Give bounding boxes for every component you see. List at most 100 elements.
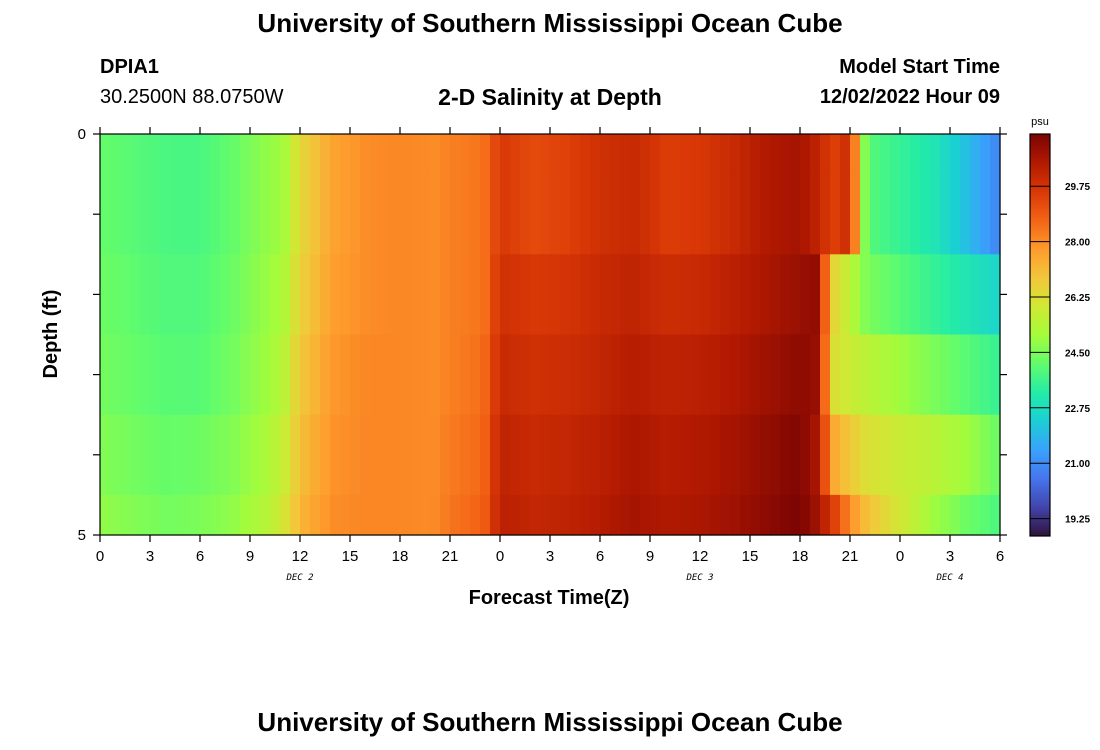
heatmap-cell [570,494,581,536]
heatmap-cell [250,134,261,175]
x-tick-label: 21 [842,548,859,565]
heatmap-cell [420,494,431,536]
heatmap-cell [440,254,451,336]
heatmap-cell [480,494,491,536]
heatmap-cell [600,134,611,175]
heatmap-cell [630,334,641,416]
heatmap-cell [230,174,241,255]
heatmap-cell [470,494,481,536]
heatmap-cell [590,254,601,336]
heatmap-cell [220,134,231,175]
heatmap-cell [250,174,261,255]
heatmap-cell [130,134,141,175]
heatmap-cell [280,174,291,255]
heatmap-cell [880,414,891,496]
heatmap-cell [120,414,131,496]
heatmap-cell [850,134,861,175]
heatmap-cell [780,414,791,496]
heatmap-cell [580,334,591,416]
heatmap-cell [580,254,591,336]
heatmap-cell [780,134,791,175]
heatmap-cell [370,494,381,536]
heatmap-cell [320,494,331,536]
heatmap-cell [490,414,501,496]
heatmap-cell [790,174,801,255]
heatmap-cell [300,174,311,255]
heatmap-cell [540,174,551,255]
x-tick-label: 12 [292,548,309,565]
heatmap-cell [650,174,661,255]
heatmap-cell [410,134,421,175]
heatmap-cell [420,254,431,336]
heatmap-cell [280,134,291,175]
heatmap-cell [180,134,191,175]
heatmap-cell [360,254,371,336]
heatmap-cell [250,494,261,536]
heatmap-cell [760,414,771,496]
heatmap-cell [260,174,271,255]
heatmap-cell [150,134,161,175]
heatmap-cell [800,334,811,416]
heatmap-cell [320,134,331,175]
heatmap-cell [770,334,781,416]
heatmap-cell [650,134,661,175]
heatmap-cell [790,494,801,536]
heatmap-cell [820,494,831,536]
heatmap-cell [950,494,961,536]
heatmap-cell [950,174,961,255]
footer-title: University of Southern Mississippi Ocean… [257,707,843,737]
heatmap-cell [620,334,631,416]
heatmap-cell [510,174,521,255]
heatmap-cell [550,254,561,336]
heatmap-cell [730,254,741,336]
heatmap-cell [120,494,131,536]
heatmap-cell [540,134,551,175]
heatmap-cell [750,254,761,336]
heatmap-cell [170,334,181,416]
heatmap-cell [110,174,121,255]
heatmap-cell [120,174,131,255]
heatmap-cell [550,134,561,175]
heatmap-cell [700,334,711,416]
heatmap-cell [100,134,111,175]
heatmap-cell [590,334,601,416]
heatmap-cell [710,334,721,416]
heatmap-cell [690,334,701,416]
heatmap-cell [570,334,581,416]
heatmap-cell [400,414,411,496]
heatmap-cell [980,334,991,416]
heatmap-cell [340,254,351,336]
heatmap-cell [430,414,441,496]
heatmap-cell [450,334,461,416]
heatmap-cell [290,174,301,255]
heatmap-cell [630,254,641,336]
heatmap-cell [810,414,821,496]
heatmap-cell [360,414,371,496]
heatmap-cell [610,254,621,336]
x-tick-label: 6 [996,548,1004,565]
heatmap-cell [110,334,121,416]
heatmap-cell [210,134,221,175]
heatmap-cell [870,134,881,175]
heatmap-cell [750,494,761,536]
colorbar-unit: psu [1031,116,1049,128]
heatmap-cell [730,494,741,536]
heatmap-cell [160,174,171,255]
heatmap-cell [560,174,571,255]
heatmap-cell [230,254,241,336]
heatmap-cell [810,334,821,416]
heatmap-cell [400,134,411,175]
heatmap-cell [930,414,941,496]
x-axis-label: Forecast Time(Z) [469,587,630,609]
heatmap-cell [790,254,801,336]
heatmap-cell [160,134,171,175]
heatmap-cell [690,174,701,255]
heatmap-cell [680,134,691,175]
x-tick-label: 6 [196,548,204,565]
heatmap-cell [390,414,401,496]
heatmap-cell [220,494,231,536]
heatmap-cell [450,494,461,536]
heatmap-cell [660,254,671,336]
heatmap-cell [650,334,661,416]
heatmap-cell [270,494,281,536]
